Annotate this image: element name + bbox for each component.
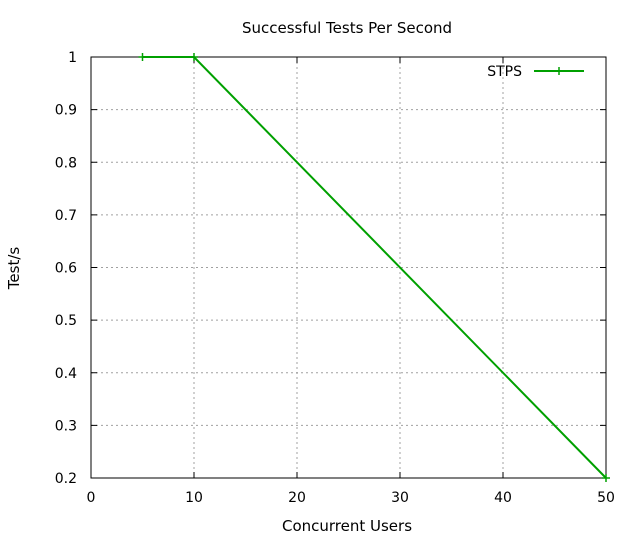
- x-tick-label: 50: [597, 490, 615, 506]
- y-axis-label: Test/s: [5, 247, 23, 291]
- x-tick-label: 10: [185, 490, 203, 506]
- y-tick-label: 0.3: [55, 418, 77, 434]
- data-point-marker: [138, 53, 147, 61]
- y-tick-label: 0.7: [55, 208, 77, 224]
- x-tick-label: 30: [391, 490, 409, 506]
- legend-label-stps: STPS: [487, 64, 522, 80]
- legend-swatch-marker: [555, 67, 563, 75]
- y-tick-label: 0.6: [55, 261, 77, 277]
- series-layer: [138, 53, 610, 482]
- data-point-marker: [190, 53, 198, 61]
- y-tick-label: 0.2: [55, 471, 77, 487]
- x-axis-tick-labels: 0 10 20 30 40 50: [87, 490, 615, 506]
- legend: STPS: [487, 64, 584, 80]
- chart-title: Successful Tests Per Second: [242, 19, 452, 37]
- x-tick-label: 20: [288, 490, 306, 506]
- y-tick-label: 0.9: [55, 103, 77, 119]
- y-tick-label: 1: [68, 50, 77, 66]
- y-tick-label: 0.8: [55, 155, 77, 171]
- data-point-marker: [602, 474, 610, 482]
- plot-frame: [90, 56, 607, 479]
- x-tick-label: 40: [494, 490, 512, 506]
- y-tick-label: 0.5: [55, 313, 77, 329]
- y-axis-tick-labels: 0.2 0.3 0.4 0.5 0.6 0.7 0.8 0.9 1: [55, 50, 77, 487]
- axis-ticks: [90, 56, 607, 479]
- grid: [91, 57, 606, 478]
- x-axis-label: Concurrent Users: [282, 517, 412, 535]
- x-tick-label: 0: [87, 490, 96, 506]
- y-tick-label: 0.4: [55, 366, 77, 382]
